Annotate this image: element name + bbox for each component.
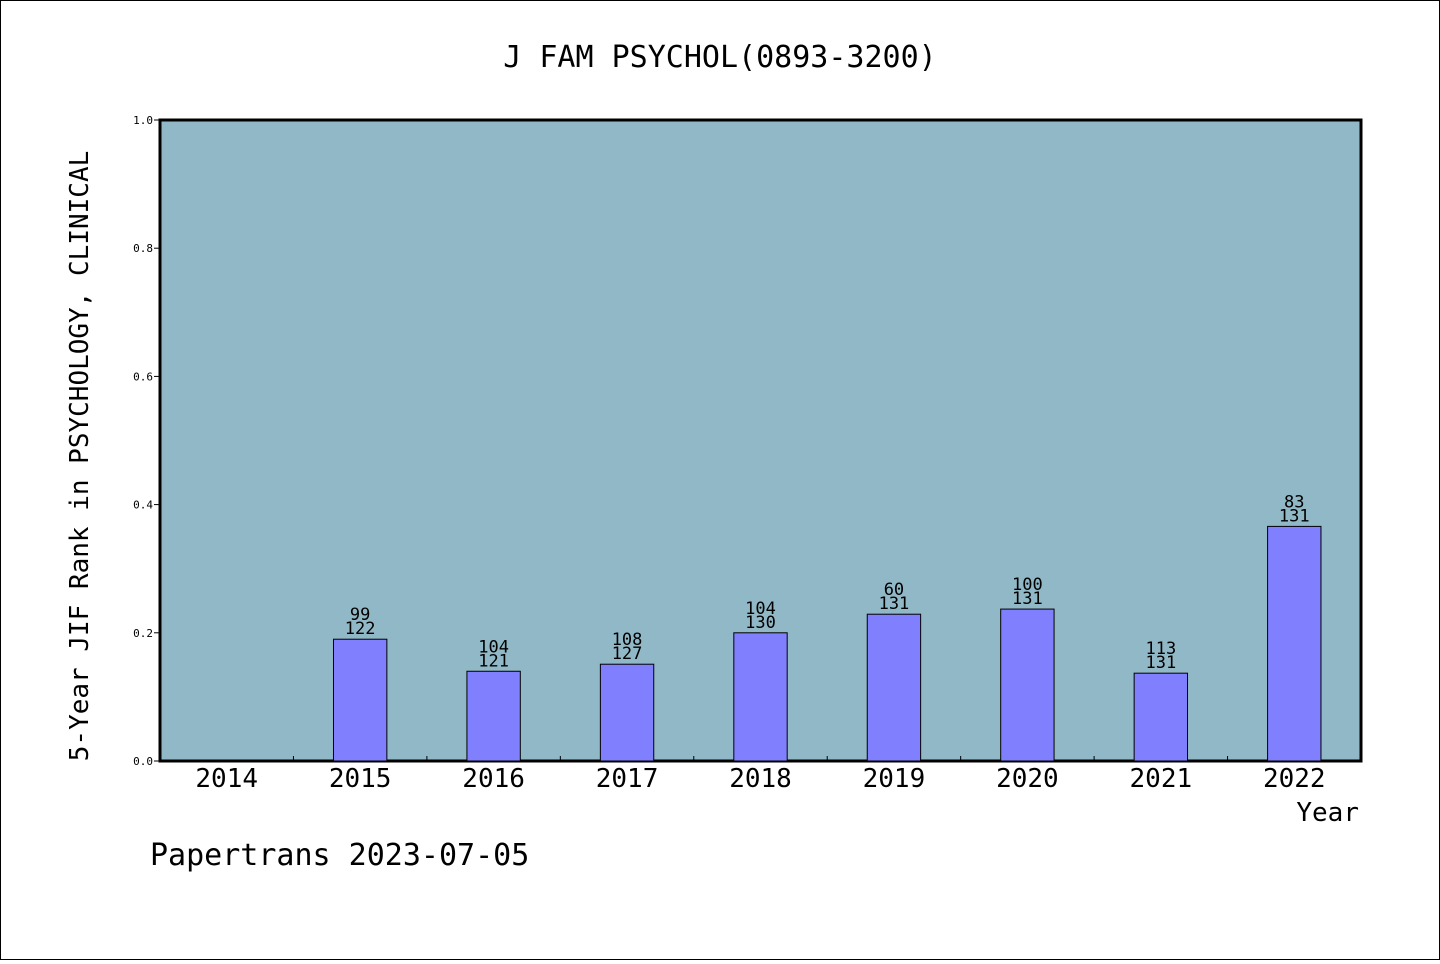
y-tick-label: 1.0 bbox=[133, 114, 153, 127]
bar-rank-label: 104 bbox=[478, 637, 509, 657]
y-tick-label: 0.8 bbox=[133, 242, 153, 255]
bar-rank-label: 104 bbox=[745, 599, 776, 619]
x-tick-label: 2015 bbox=[329, 764, 392, 794]
bar bbox=[1133, 672, 1189, 762]
bars-group: 9912210412110812710413060131100131113131… bbox=[332, 492, 1322, 762]
bar bbox=[466, 670, 521, 762]
y-tick-label: 0.6 bbox=[133, 370, 153, 383]
y-axis-label: 5-Year JIF Rank in PSYCHOLOGY, CLINICAL bbox=[65, 151, 95, 761]
y-axis: 0.0 0.2 0.4 0.6 0.8 1.0 bbox=[133, 114, 160, 768]
y-tick-label: 0.2 bbox=[133, 627, 153, 640]
bar-total-label: 130 bbox=[745, 613, 776, 633]
bar-total-label: 121 bbox=[478, 651, 509, 671]
bar bbox=[599, 663, 655, 762]
x-axis-label: Year bbox=[1296, 798, 1359, 828]
bar-total-label: 122 bbox=[345, 619, 376, 639]
bar-total-label: 131 bbox=[1012, 589, 1043, 609]
bar bbox=[733, 632, 788, 762]
x-tick-label: 2016 bbox=[462, 764, 525, 794]
bar-total-label: 131 bbox=[1145, 653, 1176, 673]
x-tick-label: 2017 bbox=[596, 764, 659, 794]
bar bbox=[1267, 525, 1322, 762]
x-tick-label: 2014 bbox=[195, 764, 258, 794]
x-tick-label: 2022 bbox=[1263, 764, 1326, 794]
x-tick-label: 2018 bbox=[729, 764, 792, 794]
bar bbox=[332, 638, 388, 762]
bar bbox=[866, 613, 922, 762]
x-tick-label: 2020 bbox=[996, 764, 1059, 794]
chart-title: J FAM PSYCHOL(0893-3200) bbox=[503, 40, 936, 75]
bar-total-label: 127 bbox=[612, 644, 643, 664]
bar-rank-label: 99 bbox=[350, 605, 370, 625]
bar-rank-label: 83 bbox=[1284, 492, 1304, 512]
y-tick-label: 0.4 bbox=[133, 499, 153, 512]
bar-rank-label: 108 bbox=[612, 630, 643, 650]
bar bbox=[1000, 608, 1055, 762]
bar-total-label: 131 bbox=[879, 594, 910, 614]
bar-rank-label: 113 bbox=[1145, 639, 1176, 659]
y-tick-label: 0.0 bbox=[133, 755, 153, 768]
bar-rank-label: 100 bbox=[1012, 575, 1043, 595]
footer-text: Papertrans 2023-07-05 bbox=[150, 838, 529, 873]
bar-total-label: 131 bbox=[1279, 506, 1310, 526]
x-axis: 2014 2015 2016 2017 2018 2019 2020 2021 2022 bbox=[195, 756, 1326, 794]
bar-rank-label: 60 bbox=[884, 580, 904, 600]
x-tick-label: 2019 bbox=[863, 764, 926, 794]
x-tick-label: 2021 bbox=[1130, 764, 1193, 794]
